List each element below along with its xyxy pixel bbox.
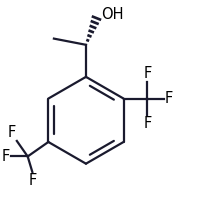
Text: F: F [143, 66, 151, 81]
Text: F: F [165, 91, 173, 106]
Text: F: F [143, 116, 151, 131]
Text: OH: OH [101, 7, 124, 22]
Text: F: F [8, 125, 16, 140]
Text: F: F [1, 149, 10, 164]
Text: F: F [28, 173, 37, 188]
